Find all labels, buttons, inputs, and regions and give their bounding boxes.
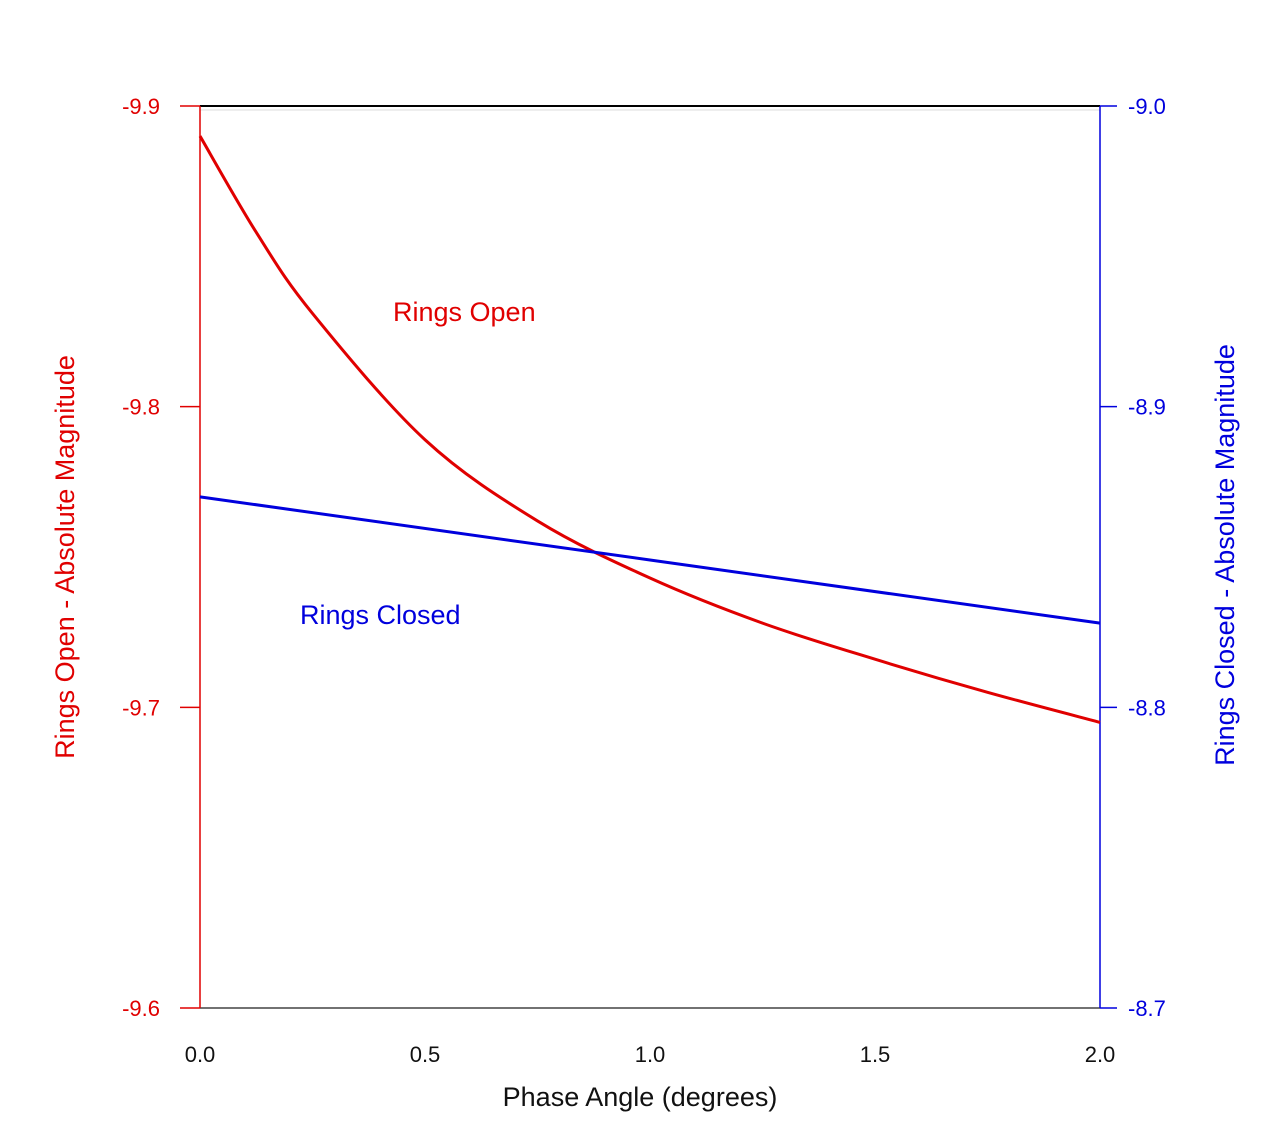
y-axis-label-right: Rings Closed - Absolute Magnitude — [1210, 344, 1240, 766]
x-tick-label: 1.0 — [635, 1042, 666, 1067]
x-tick-label: 2.0 — [1085, 1042, 1116, 1067]
axes — [199, 105, 1101, 1009]
y-right-tick-label: -8.8 — [1128, 695, 1166, 720]
y-left-tick-label: -9.8 — [122, 395, 160, 420]
x-tick-label: 0.0 — [185, 1042, 216, 1067]
x-tick-label: 1.5 — [860, 1042, 891, 1067]
y-right-tick-label: -9.0 — [1128, 94, 1166, 119]
y-right-tick-label: -8.7 — [1128, 996, 1166, 1021]
y-axis-label-left: Rings Open - Absolute Magnitude — [50, 355, 80, 759]
y-left-tick-label: -9.9 — [122, 94, 160, 119]
y-left-tick-label: -9.7 — [122, 695, 160, 720]
y-right-tick-label: -8.9 — [1128, 395, 1166, 420]
x-axis-label: Phase Angle (degrees) — [503, 1082, 778, 1112]
y-left-tick-label: -9.6 — [122, 996, 160, 1021]
annotation-rings-open: Rings Open — [393, 297, 536, 327]
series-line-rings-closed — [199, 495, 1101, 625]
annotation-rings-closed: Rings Closed — [300, 600, 461, 630]
series-line-rings-open — [198, 135, 1101, 724]
x-tick-label: 0.5 — [410, 1042, 441, 1067]
